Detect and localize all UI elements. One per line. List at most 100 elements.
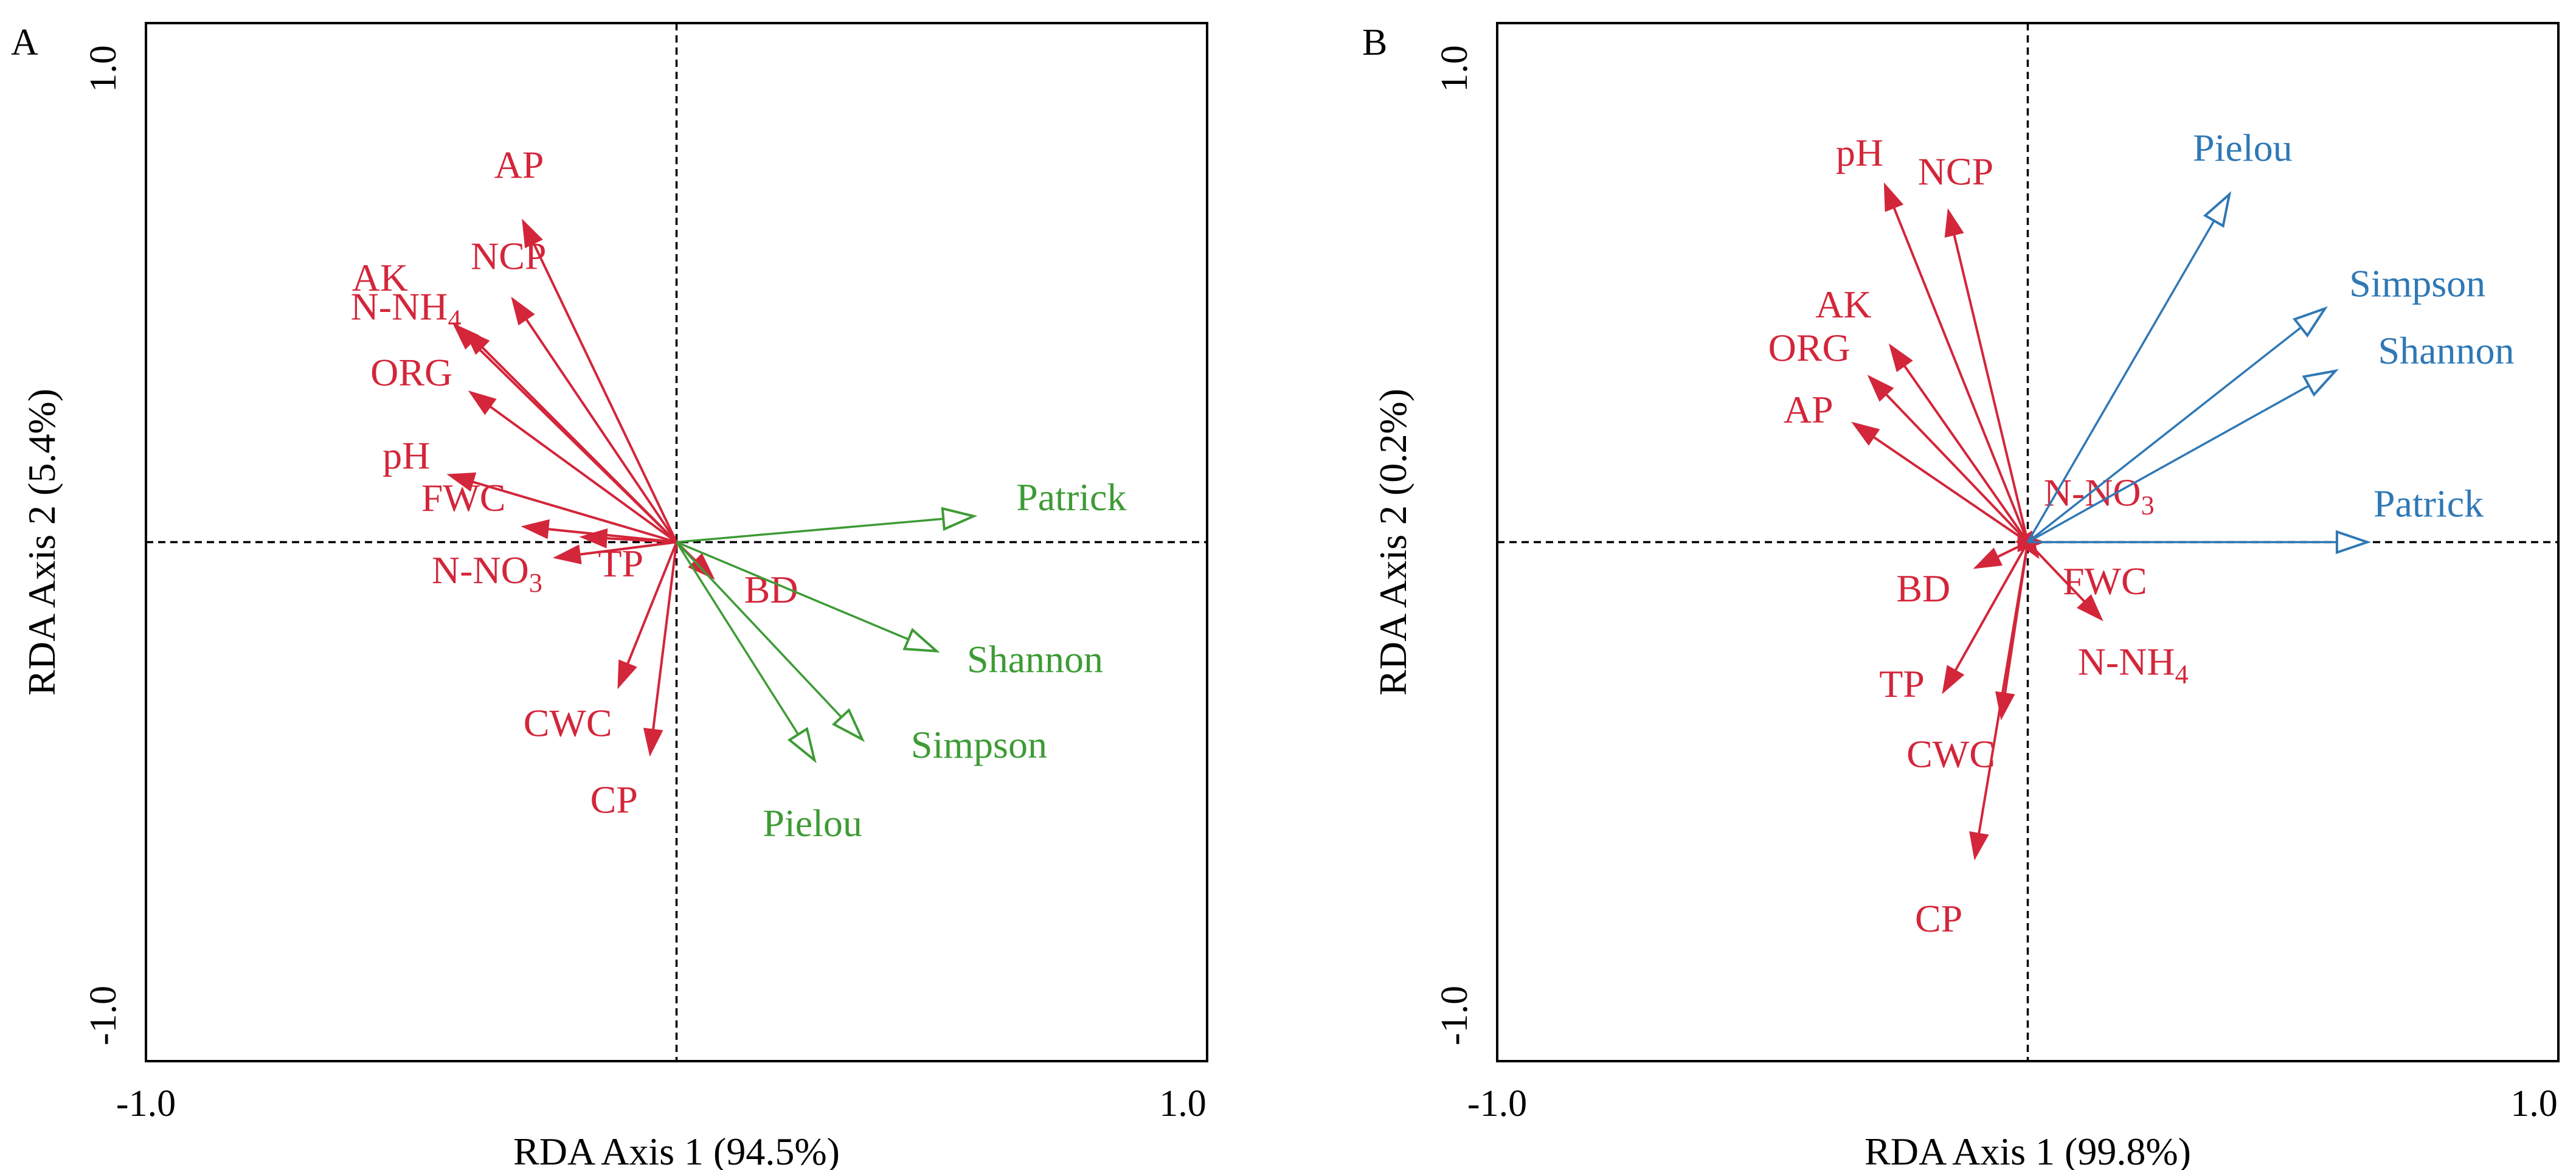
arrowhead-ncp [511,296,535,326]
vector-shannon: Shannon [2027,329,2515,544]
vector-shaft-cp [1978,542,2029,834]
vector-shaft-ap [1873,436,2029,544]
arrowhead-n-nh4 [463,328,490,355]
vector-label-n-no3: N-NO3 [432,549,542,598]
y-axis-title: RDA Axis 2 (5.4%) [20,389,63,696]
arrowhead-shannon [2302,369,2339,397]
vector-bd: BD [676,541,798,611]
y-tick-label: 1.0 [83,45,124,92]
vector-shaft-n-no3 [580,541,677,556]
vector-label-simpson: Simpson [2349,261,2485,305]
vector-patrick: Patrick [676,476,1126,544]
vector-label-org: ORG [1768,326,1851,369]
arrowhead-org [468,390,497,415]
vector-label-shannon: Shannon [967,638,1103,681]
vector-label-simpson: Simpson [911,723,1047,766]
vector-patrick: Patrick [2027,482,2484,555]
vector-simpson: Simpson [676,541,1047,766]
vector-shaft-pielou [2026,220,2215,543]
x-tick-label: 1.0 [1159,1083,1207,1124]
vector-ap: AP [1784,388,2029,544]
vector-fwc: FWC [421,476,677,544]
vector-org: ORG [1768,326,2029,543]
vector-shaft-tp [1954,541,2029,671]
vector-label-org: ORG [370,351,452,394]
x-tick-label: -1.0 [116,1083,176,1124]
vector-shaft-patrick [676,518,944,544]
y-tick-label: -1.0 [1434,986,1475,1045]
vector-shaft-n-nh4 [2027,541,2086,603]
arrowhead-bd [1973,547,2003,569]
arrowhead-cwc [617,659,637,690]
arrowhead-ap [522,218,543,249]
vector-label-patrick: Patrick [1016,476,1126,519]
vector-n-nh4: N-NH4 [2027,541,2189,690]
arrowhead-tp [1942,665,1965,694]
vector-simpson: Simpson [2027,261,2485,543]
vector-shaft-simpson [2027,326,2302,543]
vector-label-tp: TP [598,542,643,585]
vector-label-shannon: Shannon [2378,329,2515,372]
vector-shaft-cp [652,542,678,730]
x-axis-title: RDA Axis 1 (99.8%) [1864,1130,2191,1170]
arrowhead-pielou [2203,191,2232,228]
vector-n-nh4: N-NH4 [351,285,677,543]
panel-b: B -1.0 1.0 1.0 -1.0 RDA Axis 1 (99.8%) RDA Axi… [1362,22,2560,1170]
arrowhead-patrick [2335,530,2372,555]
y-axis-title: RDA Axis 2 (0.2%) [1371,389,1414,696]
vector-org: ORG [370,351,677,544]
x-axis-title: RDA Axis 1 (94.5%) [513,1130,840,1170]
vector-label-ak: AK [1815,283,1871,326]
vector-shaft-pielou [676,541,800,735]
vector-label-cwc: CWC [1906,733,1995,776]
vector-shaft-tp [606,537,677,544]
panel-label: B [1362,22,1387,63]
vector-label-ap: AP [1784,388,1833,431]
vector-shaft-ph [1892,207,2029,543]
arrowhead-ph [1883,182,1904,212]
vector-label-pielou: Pielou [763,801,862,845]
y-tick-label: 1.0 [1434,45,1475,92]
y-tick-label: -1.0 [83,986,124,1045]
series-diversity-indices: Patrick Shannon Simpson Pielou [676,476,1126,845]
vector-ncp: NCP [471,234,678,543]
arrowhead-ph [446,472,477,492]
vector-shaft-ncp [1953,234,2029,542]
vector-ncp: NCP [1918,150,2029,542]
vector-cwc: CWC [524,541,678,744]
vector-shaft-ap [532,243,678,543]
arrowhead-cp [1969,831,1989,861]
arrowhead-ap [1851,421,1880,446]
vector-shaft-org [1885,393,2029,543]
vector-shaft-shannon [2027,384,2310,544]
arrowhead-fwc [521,519,550,539]
vector-label-cp: CP [1915,897,1962,940]
arrowhead-ak [1888,343,1913,372]
vector-label-ncp: NCP [1918,150,1994,193]
x-tick-label: 1.0 [2510,1083,2558,1124]
vector-shaft-org [490,406,677,544]
arrowhead-bd [688,553,715,580]
vector-cp: CP [590,542,678,821]
vector-tp: TP [579,528,677,585]
vector-label-tp: TP [1879,662,1925,705]
vector-shaft-ak [1903,365,2029,543]
vector-tp: TP [1879,541,2029,705]
vector-bd: BD [1896,541,2029,610]
arrowhead-simpson [831,708,865,742]
vector-cwc: CWC [1906,542,2029,776]
vector-label-pielou: Pielou [2193,126,2293,170]
vector-label-cwc: CWC [524,701,612,744]
vector-n-no3: N-NO3 [432,541,677,598]
vector-shaft-n-nh4 [481,346,677,543]
panel-a: A -1.0 1.0 1.0 -1.0 RDA Axis 1 (94.5%) RDA Axi… [11,22,1208,1170]
vector-shaft-ph [473,480,677,544]
vector-label-ak: AK [352,256,408,299]
vector-shaft-cwc [626,541,678,665]
vector-label-ncp: NCP [471,234,547,277]
vector-shaft-bd [1997,541,2029,558]
arrowhead-patrick [941,507,978,531]
vector-ph: pH [383,434,677,544]
